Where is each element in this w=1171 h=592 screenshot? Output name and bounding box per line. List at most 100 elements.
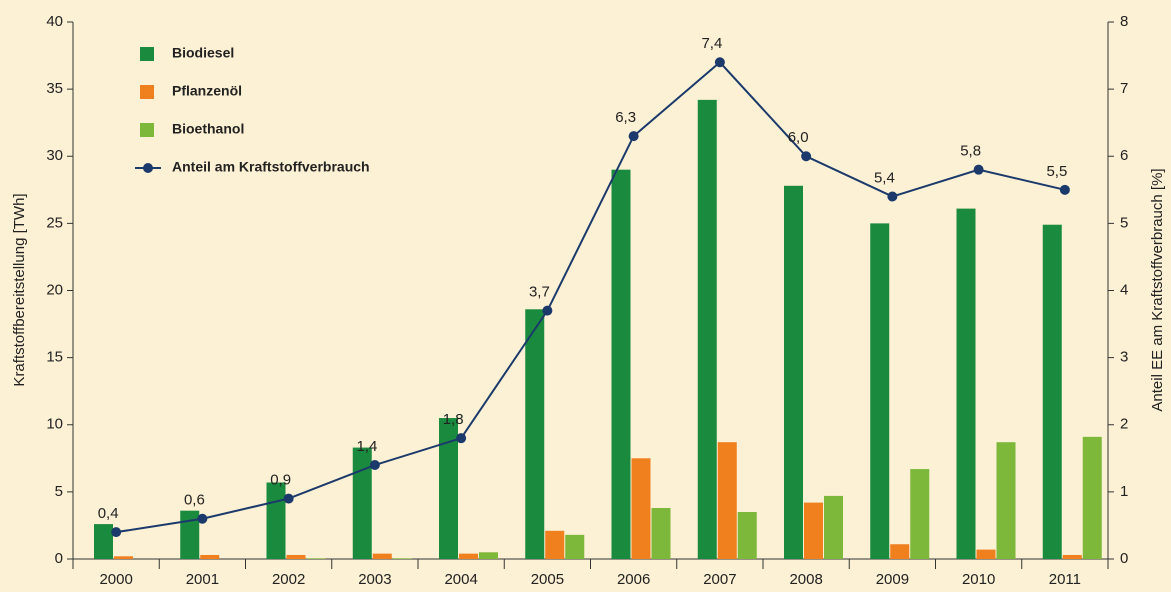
bar bbox=[870, 223, 890, 559]
y2-axis-label: Anteil EE am Kraftstoffverbrauch [%] bbox=[1149, 168, 1166, 411]
bar bbox=[392, 558, 412, 559]
data-label: 5,5 bbox=[1046, 163, 1067, 180]
data-label: 7,4 bbox=[701, 35, 722, 52]
line-marker bbox=[714, 57, 725, 68]
y2-tick-label: 1 bbox=[1120, 483, 1128, 500]
bar bbox=[306, 558, 326, 559]
y2-tick-label: 3 bbox=[1120, 349, 1128, 366]
data-label: 0,9 bbox=[270, 472, 291, 489]
line-marker bbox=[887, 191, 898, 202]
y2-tick-label: 6 bbox=[1120, 147, 1128, 164]
line-marker bbox=[801, 151, 812, 162]
bar bbox=[737, 512, 757, 559]
y-tick-label: 30 bbox=[46, 147, 63, 164]
line-marker bbox=[542, 305, 553, 316]
legend-swatch bbox=[140, 85, 154, 99]
y-tick-label: 25 bbox=[46, 214, 63, 231]
bar bbox=[266, 482, 286, 559]
line-marker bbox=[111, 527, 122, 538]
y-axis-label: Kraftstoffbereitstellung [TWh] bbox=[11, 193, 28, 386]
bar bbox=[1042, 224, 1062, 559]
data-label: 3,7 bbox=[529, 284, 550, 301]
bar bbox=[910, 469, 930, 559]
line-marker bbox=[973, 164, 984, 175]
x-tick-label: 2005 bbox=[531, 571, 564, 588]
bar bbox=[1062, 554, 1082, 559]
line-marker bbox=[628, 131, 639, 142]
data-label: 0,4 bbox=[98, 505, 119, 522]
y2-tick-label: 5 bbox=[1120, 214, 1128, 231]
bar bbox=[996, 442, 1016, 559]
x-tick-label: 2010 bbox=[962, 571, 995, 588]
y2-tick-label: 4 bbox=[1120, 281, 1128, 298]
y-tick-label: 35 bbox=[46, 80, 63, 97]
bar bbox=[956, 208, 976, 560]
line-marker bbox=[1059, 184, 1070, 195]
bar bbox=[372, 553, 392, 559]
bar bbox=[525, 309, 545, 559]
y-tick-label: 5 bbox=[55, 483, 63, 500]
data-label: 0,6 bbox=[184, 492, 205, 509]
x-tick-label: 2001 bbox=[186, 571, 219, 588]
legend-text: Anteil am Kraftstoffverbrauch bbox=[172, 159, 370, 175]
bar bbox=[565, 534, 585, 559]
data-label: 1,4 bbox=[356, 438, 377, 455]
y-tick-label: 15 bbox=[46, 349, 63, 366]
y2-tick-label: 0 bbox=[1120, 550, 1128, 567]
legend-text: Pflanzenöl bbox=[172, 83, 242, 99]
legend-text: Bioethanol bbox=[172, 121, 244, 137]
data-label: 5,8 bbox=[960, 143, 981, 160]
bar bbox=[459, 553, 478, 559]
y-tick-label: 0 bbox=[55, 550, 63, 567]
bar bbox=[697, 99, 717, 560]
data-label: 1,8 bbox=[443, 411, 464, 428]
bar bbox=[94, 524, 113, 559]
x-tick-label: 2009 bbox=[876, 571, 909, 588]
x-tick-label: 2000 bbox=[99, 571, 132, 588]
legend-marker bbox=[143, 163, 153, 173]
y2-tick-label: 7 bbox=[1120, 80, 1128, 97]
x-tick-label: 2006 bbox=[617, 571, 650, 588]
bar bbox=[824, 495, 843, 559]
data-label: 6,3 bbox=[615, 109, 636, 126]
bar bbox=[114, 556, 133, 559]
bar bbox=[717, 442, 737, 559]
bar bbox=[545, 530, 565, 559]
y2-tick-label: 2 bbox=[1120, 416, 1128, 433]
bar bbox=[611, 169, 631, 560]
y-tick-label: 20 bbox=[46, 281, 63, 298]
bar bbox=[631, 458, 651, 559]
bar bbox=[1082, 436, 1102, 559]
bar bbox=[890, 544, 910, 559]
legend-text: Biodiesel bbox=[172, 45, 234, 61]
bar bbox=[180, 510, 200, 559]
x-tick-label: 2004 bbox=[444, 571, 477, 588]
bar bbox=[286, 554, 306, 559]
bar bbox=[479, 552, 498, 559]
bar bbox=[200, 554, 220, 559]
x-tick-label: 2002 bbox=[272, 571, 305, 588]
x-tick-label: 2003 bbox=[358, 571, 391, 588]
line-series bbox=[115, 60, 1066, 534]
data-label: 6,0 bbox=[788, 129, 809, 146]
x-tick-label: 2011 bbox=[1049, 571, 1081, 588]
y-tick-label: 40 bbox=[46, 13, 63, 30]
bar bbox=[976, 549, 996, 559]
legend-swatch bbox=[140, 123, 154, 137]
bar bbox=[804, 502, 823, 559]
legend-swatch bbox=[140, 47, 154, 61]
x-tick-label: 2008 bbox=[789, 571, 822, 588]
bar bbox=[784, 185, 803, 559]
bar bbox=[439, 418, 458, 559]
data-label: 5,4 bbox=[874, 169, 895, 186]
y-tick-label: 10 bbox=[46, 416, 63, 433]
bar bbox=[352, 447, 372, 559]
line-marker bbox=[283, 493, 294, 504]
y2-tick-label: 8 bbox=[1120, 13, 1128, 30]
x-tick-label: 2007 bbox=[703, 571, 736, 588]
line-marker bbox=[369, 460, 380, 471]
line-marker bbox=[456, 433, 467, 444]
bar bbox=[651, 507, 671, 559]
line-marker bbox=[197, 513, 208, 524]
